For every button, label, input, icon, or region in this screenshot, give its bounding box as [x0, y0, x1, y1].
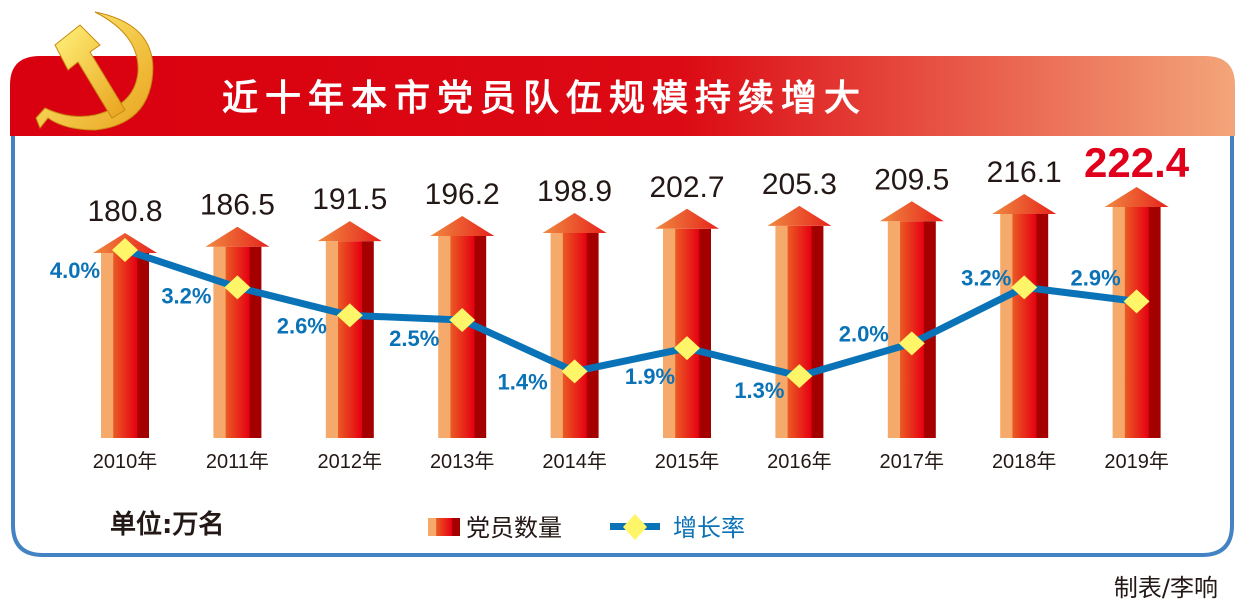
legend: 党员数量 增长率: [428, 514, 745, 542]
bar-2010年: [93, 233, 157, 438]
bar-2015年: [655, 208, 719, 438]
credit: 制表/李响: [1114, 574, 1218, 602]
bar-body: [887, 221, 936, 438]
bar-arrow-cap: [205, 226, 270, 247]
x-tick-label: 2014年: [542, 450, 607, 473]
growth-rate-marker: [674, 336, 700, 361]
bar-body: [550, 232, 599, 438]
x-tick-label: 2011年: [206, 450, 269, 473]
x-tick-label: 2012年: [318, 450, 383, 473]
growth-rate-marker: [561, 359, 588, 384]
legend-bar-swatch: [428, 518, 460, 536]
bar-2019年: [1104, 186, 1169, 438]
growth-rate-label: 1.9%: [625, 364, 675, 389]
growth-rate-label: 2.0%: [839, 321, 889, 346]
bar-2012年: [317, 221, 382, 438]
unit-label: 单位:万名: [110, 509, 224, 540]
bar-arrow-cap: [879, 201, 944, 222]
x-tick-label: 2016年: [767, 450, 832, 473]
growth-rate-marker: [224, 275, 251, 300]
bar-value-label: 191.5: [312, 183, 387, 216]
x-tick-label: 2013年: [430, 450, 495, 473]
bar-value-label: 186.5: [200, 189, 275, 222]
x-tick-label: 2017年: [880, 450, 945, 473]
bar-value-label: 196.2: [425, 178, 500, 211]
growth-rate-label: 4.0%: [50, 258, 100, 283]
growth-rate-label: 2.6%: [277, 313, 327, 338]
growth-rate-marker: [1011, 275, 1038, 300]
x-tick-label: 2010年: [93, 450, 158, 473]
bar-arrow-cap: [430, 215, 495, 236]
growth-rate-marker: [898, 331, 925, 356]
bar-value-label: 222.4: [1084, 139, 1190, 186]
legend-marker-icon: [623, 514, 647, 540]
growth-rate-label: 2.9%: [1071, 265, 1121, 290]
bar-body: [663, 228, 711, 438]
x-tick-label: 2015年: [655, 450, 720, 473]
bar-value-label: 209.5: [874, 163, 949, 196]
growth-rate-marker: [449, 308, 476, 333]
bar-body: [1112, 206, 1161, 438]
growth-rate-marker: [112, 238, 138, 262]
bar-value-label: 202.7: [649, 171, 724, 204]
bar-value-label: 205.3: [762, 168, 837, 201]
growth-rate-marker: [1123, 289, 1150, 314]
growth-rate-marker: [786, 364, 813, 389]
growth-rate-label: 1.4%: [498, 369, 548, 394]
bar-2013年: [430, 215, 495, 438]
bar-body: [775, 225, 824, 438]
x-tick-label: 2019年: [1104, 450, 1169, 473]
growth-rate-marker: [336, 303, 363, 328]
bar-arrow-cap: [317, 221, 382, 242]
growth-rate-label: 3.2%: [161, 283, 211, 308]
header-band: [10, 56, 1235, 136]
bar-arrow-cap: [767, 205, 832, 226]
bar-2018年: [992, 193, 1057, 438]
growth-rate-label: 2.5%: [389, 326, 439, 351]
bar-value-label: 216.1: [987, 156, 1062, 189]
chart-frame: [11, 130, 1234, 557]
bar-arrow-cap: [1104, 186, 1169, 207]
bar-2016年: [767, 205, 832, 438]
growth-rate-label: 3.2%: [961, 265, 1011, 290]
bar-body: [438, 235, 487, 438]
bar-2011年: [205, 226, 270, 438]
bar-2017年: [879, 201, 944, 438]
bar-value-label: 180.8: [87, 195, 162, 228]
bar-2014年: [542, 212, 607, 438]
bar-body: [101, 253, 149, 438]
bar-body: [325, 241, 374, 438]
bar-value-label: 198.9: [537, 175, 612, 208]
bar-arrow-cap: [542, 212, 607, 233]
x-tick-label: 2018年: [992, 450, 1057, 473]
bar-body: [1000, 213, 1049, 438]
legend-line-label: 增长率: [673, 514, 745, 542]
growth-rate-line: [123, 246, 1138, 380]
bar-arrow-cap: [655, 208, 719, 229]
growth-rate-label: 1.3%: [734, 378, 784, 403]
legend-bar-label: 党员数量: [466, 514, 562, 542]
bar-arrow-cap: [992, 193, 1057, 214]
chart-title: 近十年本市党员队伍规模持续增大: [222, 78, 867, 119]
party-emblem-icon: [35, 11, 154, 131]
